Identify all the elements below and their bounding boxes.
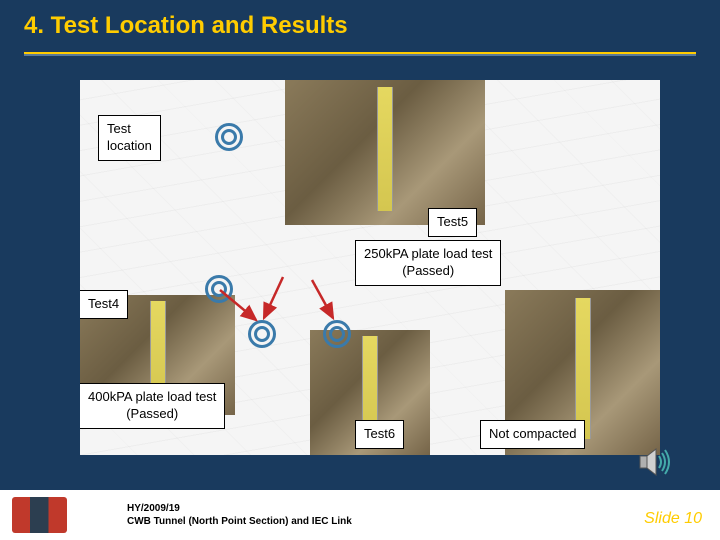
company-logo-icon (12, 497, 67, 533)
footer-project: CWB Tunnel (North Point Section) and IEC… (127, 515, 352, 528)
slide-title: 4. Test Location and Results (24, 12, 696, 40)
circle-marker-icon (248, 320, 276, 348)
label-test-location: Test location (98, 115, 161, 161)
label-test6: Test6 (355, 420, 404, 449)
slide-footer: HY/2009/19 CWB Tunnel (North Point Secti… (0, 490, 720, 540)
label-test5: Test5 (428, 208, 477, 237)
label-not-compacted: Not compacted (480, 420, 585, 449)
label-result-400: 400kPA plate load test (Passed) (80, 383, 225, 429)
title-shadow (24, 54, 696, 56)
content-area: Test location Test5 250kPA plate load te… (80, 80, 660, 455)
circle-marker-icon (323, 320, 351, 348)
label-test4: Test4 (80, 290, 128, 319)
footer-ref: HY/2009/19 (127, 502, 352, 515)
label-result-250: 250kPA plate load test (Passed) (355, 240, 501, 286)
circle-marker-icon (205, 275, 233, 303)
circle-marker-icon (215, 123, 243, 151)
photo-test5 (285, 80, 485, 225)
footer-text: HY/2009/19 CWB Tunnel (North Point Secti… (127, 502, 352, 528)
audio-speaker-icon[interactable] (636, 444, 672, 480)
slide-number: Slide 10 (644, 510, 702, 528)
